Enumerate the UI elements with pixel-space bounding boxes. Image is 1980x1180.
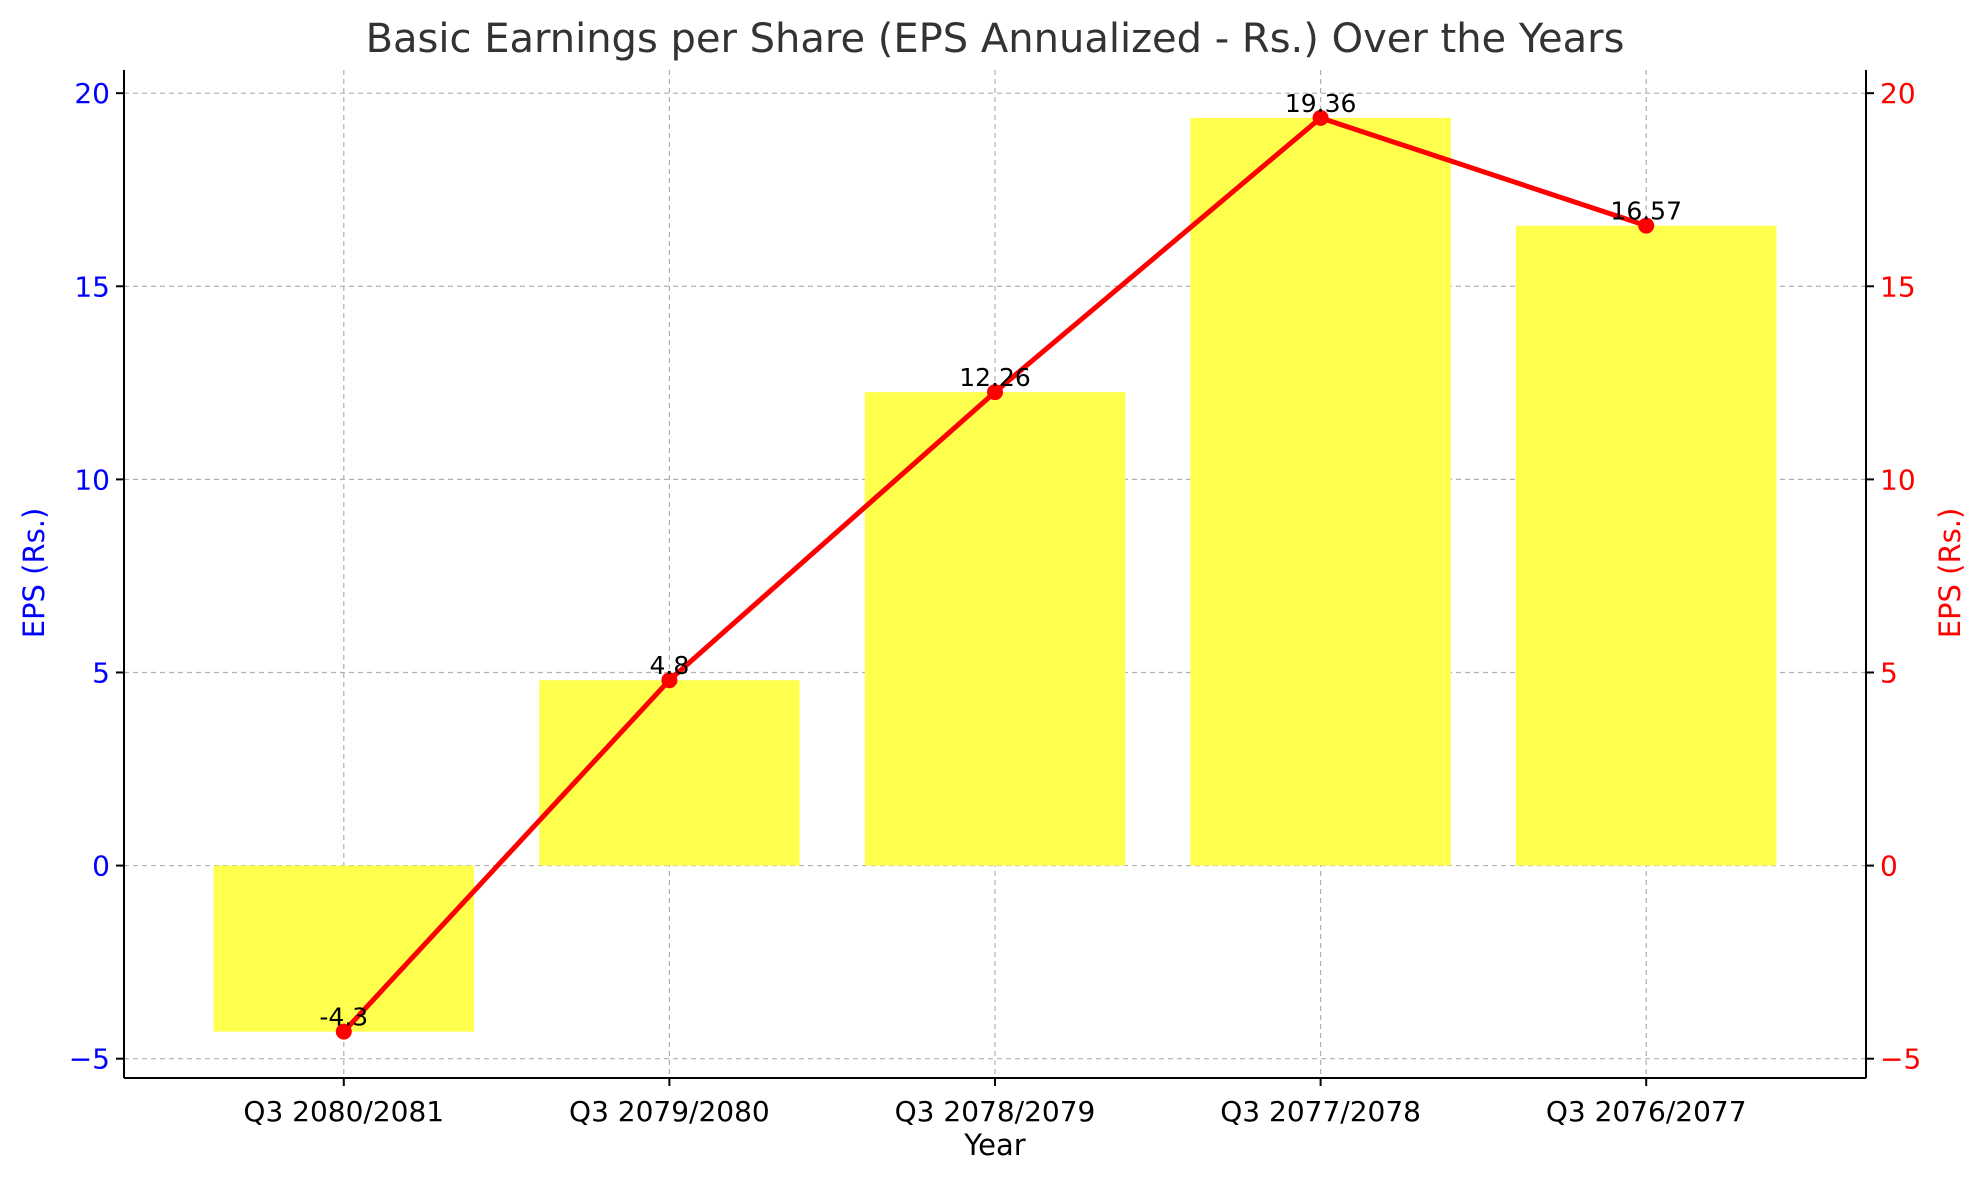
y-left-tick-label: 0 bbox=[92, 850, 110, 883]
bar bbox=[539, 680, 800, 866]
y-right-tick-label: 5 bbox=[1880, 656, 1898, 689]
x-tick-label: Q3 2079/2080 bbox=[569, 1095, 770, 1128]
data-label: 16.57 bbox=[1610, 197, 1682, 226]
y-right-tick-label: 10 bbox=[1880, 463, 1916, 496]
chart-title: Basic Earnings per Share (EPS Annualized… bbox=[366, 16, 1625, 62]
x-tick-label: Q3 2076/2077 bbox=[1546, 1095, 1747, 1128]
line-point bbox=[1312, 109, 1329, 126]
axis-layer: −5 −5 0 0 5 5 10 10 15 15 20 20 Q3 2080/2081 Q3 2079/… bbox=[69, 70, 1921, 1128]
line-layer bbox=[335, 109, 1655, 1040]
bar bbox=[1190, 117, 1451, 866]
y-axis-label-right: EPS (Rs.) bbox=[1933, 508, 1967, 639]
line-point bbox=[661, 672, 678, 689]
bar bbox=[1515, 225, 1777, 866]
y-left-tick-label: −5 bbox=[69, 1043, 110, 1076]
bar bbox=[864, 392, 1126, 866]
data-label-layer: -4.3 4.8 12.26 19.36 16.57 bbox=[319, 89, 1682, 1032]
line-point bbox=[1638, 217, 1655, 234]
y-right-tick-label: 15 bbox=[1880, 270, 1916, 303]
y-left-tick-label: 15 bbox=[74, 270, 110, 303]
data-label: 4.8 bbox=[650, 651, 690, 680]
y-right-tick-label: −5 bbox=[1880, 1043, 1921, 1076]
y-left-tick-label: 5 bbox=[92, 656, 110, 689]
line-point bbox=[987, 384, 1003, 401]
y-left-tick-label: 20 bbox=[74, 77, 110, 110]
data-label: -4.3 bbox=[319, 1003, 368, 1032]
y-axis-label-left: EPS (Rs.) bbox=[17, 508, 51, 639]
x-tick-label: Q3 2077/2078 bbox=[1220, 1095, 1421, 1128]
x-tick-label: Q3 2078/2079 bbox=[895, 1095, 1096, 1128]
line-point bbox=[335, 1023, 352, 1040]
x-axis-label: Year bbox=[963, 1128, 1025, 1162]
y-left-tick-label: 10 bbox=[74, 463, 110, 496]
y-right-tick-label: 0 bbox=[1880, 850, 1898, 883]
bar bbox=[213, 865, 475, 1032]
data-label: 19.36 bbox=[1285, 89, 1357, 118]
x-tick-label: Q3 2080/2081 bbox=[243, 1095, 444, 1128]
data-label: 12.26 bbox=[959, 363, 1031, 392]
y-right-tick-label: 20 bbox=[1880, 77, 1916, 110]
